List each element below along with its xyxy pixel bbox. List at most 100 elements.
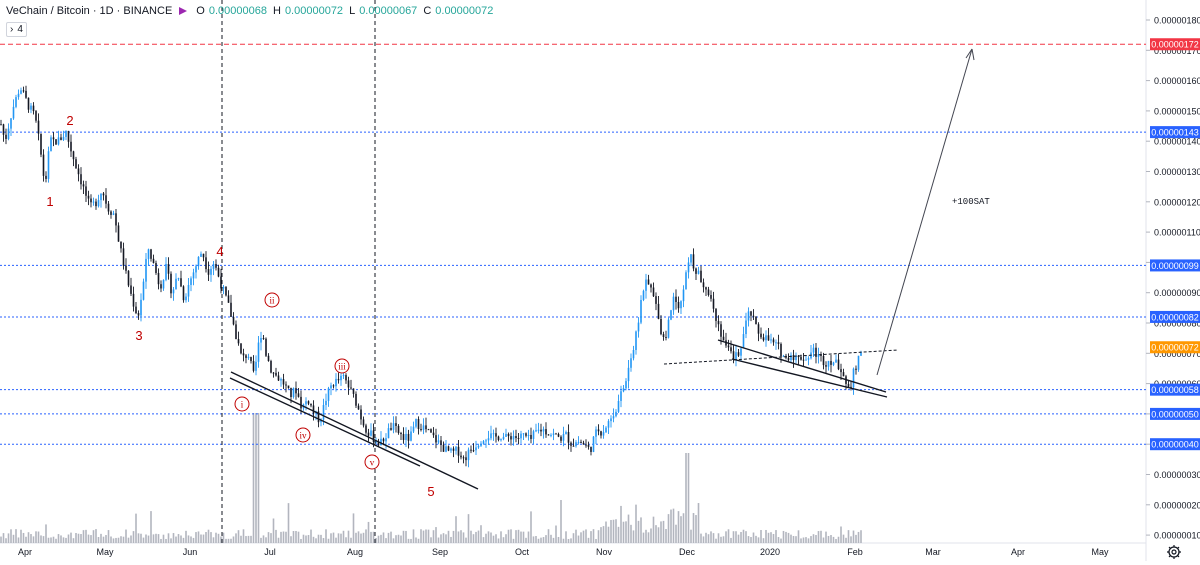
candle-body xyxy=(755,316,757,325)
candle-body xyxy=(422,425,425,430)
volume-bar xyxy=(520,531,522,543)
candle-body xyxy=(92,201,95,203)
y-tick-label: 0.00000110 xyxy=(1154,228,1200,238)
candle-body xyxy=(145,258,147,282)
volume-bar xyxy=(602,526,605,543)
volume-bar xyxy=(832,536,835,543)
candle-body xyxy=(575,442,577,447)
candle-body xyxy=(217,267,220,277)
volume-bar xyxy=(427,529,430,543)
volume-bar xyxy=(272,518,275,543)
volume-bar xyxy=(292,531,295,543)
volume-bar xyxy=(497,538,500,543)
volume-bar xyxy=(387,532,390,543)
volume-bar xyxy=(85,529,87,543)
candle-body xyxy=(107,203,110,212)
candle-body xyxy=(170,273,172,294)
candle-body xyxy=(622,388,625,392)
indicators-toggle-button[interactable]: › 4 xyxy=(6,22,27,37)
volume-bar xyxy=(287,503,290,543)
candle-body xyxy=(512,436,515,440)
candle-body xyxy=(365,425,367,433)
candle-body xyxy=(7,128,10,139)
candle-body xyxy=(670,310,672,320)
time-axis: Apr May Jun Jul Aug Sep Oct Nov Dec 2020 Feb Mar Apr… xyxy=(18,547,1109,557)
gear-icon[interactable] xyxy=(1166,544,1182,560)
volume-bar xyxy=(50,537,52,543)
candle-body xyxy=(545,429,547,435)
volume-bar xyxy=(187,535,190,543)
candle-body xyxy=(550,434,552,436)
candle-body xyxy=(685,272,687,290)
volume-bar xyxy=(860,530,862,543)
candle-body xyxy=(142,281,145,300)
candles xyxy=(0,85,862,468)
volume-bar xyxy=(457,531,460,543)
volume-bar xyxy=(545,535,547,543)
candle-body xyxy=(475,447,477,451)
volume-bar xyxy=(765,529,767,543)
candle-body xyxy=(507,433,510,437)
candle-body xyxy=(562,433,565,441)
candle-body xyxy=(630,358,632,368)
candle-body xyxy=(162,279,165,289)
x-tick-label: Sep xyxy=(432,547,448,557)
flag-icon[interactable] xyxy=(178,6,188,16)
volume-bar xyxy=(347,530,350,543)
candle-body xyxy=(732,351,735,360)
volume-bar xyxy=(742,529,745,543)
volume-bar xyxy=(680,516,682,543)
volume-bar xyxy=(117,537,120,543)
volume-bar xyxy=(120,536,122,543)
candle-body xyxy=(332,385,335,387)
candle-body xyxy=(257,342,260,362)
candle-body xyxy=(272,372,275,374)
subwave-label: v xyxy=(370,458,375,468)
volume-bar xyxy=(775,530,777,543)
candle-body xyxy=(625,381,627,389)
volume-bar xyxy=(622,521,625,543)
volume-bar xyxy=(467,514,470,543)
volume-bar xyxy=(605,521,607,543)
price-level-tag-label: 0.00000058 xyxy=(1151,385,1199,395)
volume-bar xyxy=(630,524,632,543)
volume-bar xyxy=(750,537,752,543)
volume-bar xyxy=(575,529,577,543)
volume-bar xyxy=(337,533,340,543)
candle-body xyxy=(612,416,615,419)
candle-body xyxy=(280,379,282,381)
candle-body xyxy=(242,353,245,356)
volume-bar xyxy=(442,533,445,543)
volume-bar xyxy=(472,534,475,543)
volume-bar xyxy=(317,534,320,543)
candle-body xyxy=(642,290,645,300)
x-tick-label: Jun xyxy=(183,547,198,557)
candle-body xyxy=(305,401,307,405)
candle-body xyxy=(335,378,337,387)
symbol-title[interactable]: VeChain / Bitcoin · 1D · BINANCE xyxy=(6,5,173,17)
candle-body xyxy=(752,315,755,317)
candle-body xyxy=(215,263,217,268)
volume-bar xyxy=(102,536,105,543)
candle-body xyxy=(485,440,487,442)
volume-bar xyxy=(37,531,40,543)
candle-body xyxy=(655,296,657,304)
volume-bar xyxy=(440,534,442,543)
trendline xyxy=(731,358,888,398)
volume-bar xyxy=(690,529,692,543)
volume-bar xyxy=(560,500,562,543)
candle-body xyxy=(430,429,432,433)
volume-bar xyxy=(415,537,417,543)
volume-bar xyxy=(610,520,612,543)
volume-bar xyxy=(485,533,487,543)
volume-bar xyxy=(455,516,457,543)
candle-body xyxy=(582,442,585,445)
volume-bar xyxy=(807,538,810,543)
candle-body xyxy=(97,200,100,207)
candle-body xyxy=(322,405,325,420)
chart-legend: VeChain / Bitcoin · 1D · BINANCE O 0.0000… xyxy=(6,5,493,17)
candle-body xyxy=(355,393,357,406)
candle-body xyxy=(600,431,602,436)
volume-bar xyxy=(537,538,540,543)
